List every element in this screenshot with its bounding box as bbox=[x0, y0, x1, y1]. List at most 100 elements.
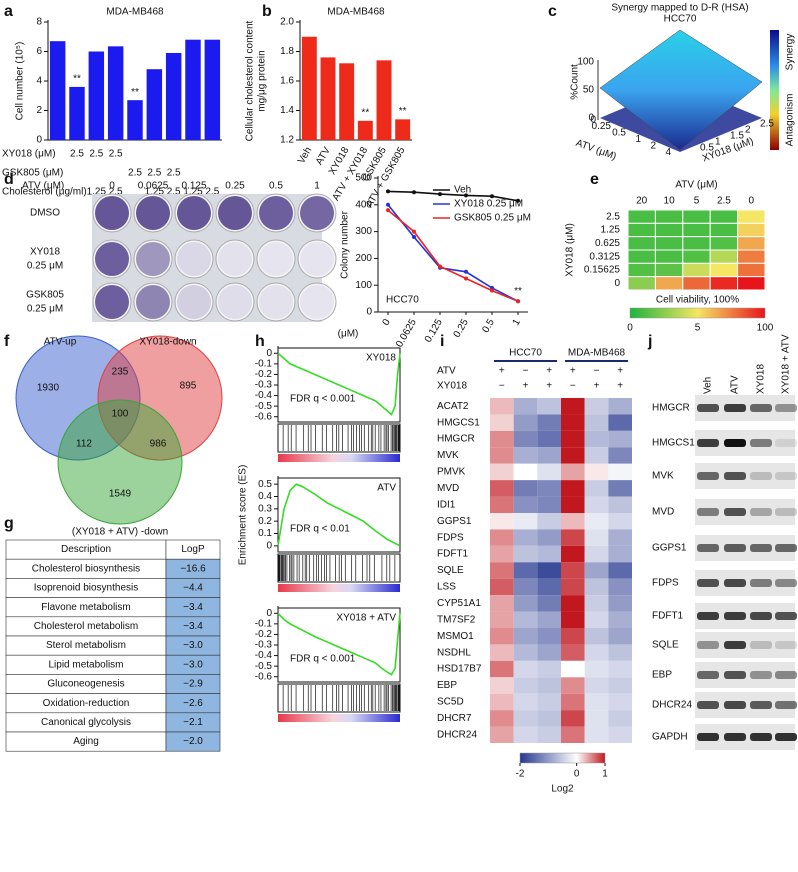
y-tick-label: -0.5 bbox=[255, 401, 273, 412]
heat-cell bbox=[561, 480, 585, 497]
heat-cell bbox=[490, 677, 514, 694]
plate-header: ATV (μM) bbox=[22, 181, 64, 192]
colonies bbox=[218, 285, 252, 319]
colonies bbox=[259, 196, 293, 230]
heat-cell bbox=[561, 414, 585, 431]
heat-cell bbox=[513, 463, 538, 481]
protein-label: FDPS bbox=[652, 578, 679, 589]
dose-label: 0 bbox=[109, 181, 115, 192]
y-tick-label: -0.6 bbox=[255, 411, 273, 422]
y-tick-label: -0.1 bbox=[255, 618, 273, 629]
band bbox=[750, 544, 772, 552]
well bbox=[297, 239, 337, 279]
y-tick-label: 1.2 bbox=[280, 135, 294, 146]
heat-cell bbox=[584, 414, 609, 431]
y-axis-label: Colony number bbox=[340, 210, 351, 278]
heat-cell bbox=[737, 236, 766, 251]
cell-text: Aging bbox=[73, 736, 99, 747]
point bbox=[412, 229, 416, 234]
cell-text: Cholesterol metabolism bbox=[34, 621, 139, 632]
heat-cell bbox=[490, 710, 514, 727]
significance: ** bbox=[131, 87, 139, 98]
panel-letter: d bbox=[4, 171, 14, 188]
band bbox=[775, 404, 797, 412]
y-axis-label: Enrichment score (ES) bbox=[238, 465, 249, 566]
rank-bar bbox=[278, 714, 400, 722]
group-label: HCC70 bbox=[509, 348, 542, 359]
y-tick-label: 0.3 bbox=[258, 503, 272, 514]
heat-cell bbox=[490, 644, 514, 661]
lane-label: XY018 bbox=[756, 364, 767, 394]
heat-cell bbox=[513, 726, 538, 743]
y-tick-label: -0.5 bbox=[255, 661, 273, 672]
panel-letter: a bbox=[4, 3, 13, 20]
heat-cell bbox=[627, 276, 656, 291]
heat-cell bbox=[513, 414, 538, 431]
cell-text: −3.0 bbox=[183, 659, 203, 670]
significance: ** bbox=[73, 74, 81, 85]
heat-cell bbox=[709, 209, 739, 224]
point bbox=[516, 299, 520, 304]
point bbox=[464, 276, 468, 281]
dose-label: 0.125 bbox=[181, 181, 206, 192]
cell-text: −3.0 bbox=[183, 640, 203, 651]
y-tick-label: 2.5 bbox=[760, 119, 774, 130]
heat-cell bbox=[537, 726, 561, 743]
cell-text: −2.9 bbox=[183, 679, 203, 690]
y-tick-label: -0.6 bbox=[255, 671, 273, 682]
row-label: MVK bbox=[437, 450, 459, 461]
heat-cell bbox=[561, 545, 585, 563]
heat-cell bbox=[584, 496, 609, 513]
series-line bbox=[387, 190, 519, 202]
heat-cell bbox=[490, 529, 514, 546]
gsea-fdr: FDR q < 0.001 bbox=[290, 654, 356, 665]
point bbox=[438, 264, 442, 269]
heat-cell bbox=[654, 236, 684, 251]
x-tick-label: 0 bbox=[590, 115, 596, 126]
heat-cell bbox=[561, 611, 585, 628]
band bbox=[775, 508, 797, 516]
x-axis-label: ATV (μM) bbox=[574, 138, 617, 163]
band bbox=[750, 701, 772, 709]
heat-cell bbox=[490, 562, 514, 579]
cell-text: −2.6 bbox=[183, 698, 203, 709]
heat-cell bbox=[654, 222, 684, 238]
row-label: 1.25 bbox=[601, 225, 621, 236]
chart-title: MDA-MB468 bbox=[327, 7, 385, 18]
row-label: 0.15625 bbox=[584, 265, 621, 276]
cell-text: −2.1 bbox=[183, 717, 203, 728]
condition-value: 2.5 bbox=[167, 168, 181, 179]
bar bbox=[127, 100, 143, 140]
heat-cell bbox=[608, 693, 632, 711]
band bbox=[775, 701, 797, 709]
heat-cell bbox=[537, 529, 561, 546]
row-label: TM7SF2 bbox=[437, 614, 476, 625]
well bbox=[297, 282, 337, 322]
heat-cell bbox=[627, 236, 656, 251]
heat-cell bbox=[584, 447, 609, 464]
heat-cell bbox=[537, 628, 561, 645]
heat-cell bbox=[513, 480, 538, 497]
point bbox=[490, 194, 494, 199]
colonies bbox=[300, 242, 334, 276]
heat-cell bbox=[654, 249, 684, 264]
y-tick-label: 1 bbox=[715, 137, 721, 148]
y-tick-label: 6 bbox=[36, 46, 42, 57]
z-tick-label: 50 bbox=[583, 85, 595, 96]
heat-cell bbox=[608, 660, 632, 678]
bar bbox=[320, 57, 336, 140]
heat-cell bbox=[737, 249, 766, 264]
heat-cell bbox=[627, 262, 656, 278]
region-count: 1930 bbox=[37, 383, 60, 394]
row-label: 0.3125 bbox=[589, 251, 620, 262]
band bbox=[775, 641, 797, 649]
heat-cell bbox=[513, 644, 538, 661]
band bbox=[750, 404, 772, 412]
heat-cell bbox=[584, 480, 609, 497]
heat-cell bbox=[682, 249, 711, 264]
heat-cell bbox=[561, 513, 585, 530]
condition-sign: + bbox=[546, 366, 552, 377]
point bbox=[386, 202, 390, 207]
column-label: 5 bbox=[694, 196, 700, 207]
heat-cell bbox=[537, 710, 561, 727]
